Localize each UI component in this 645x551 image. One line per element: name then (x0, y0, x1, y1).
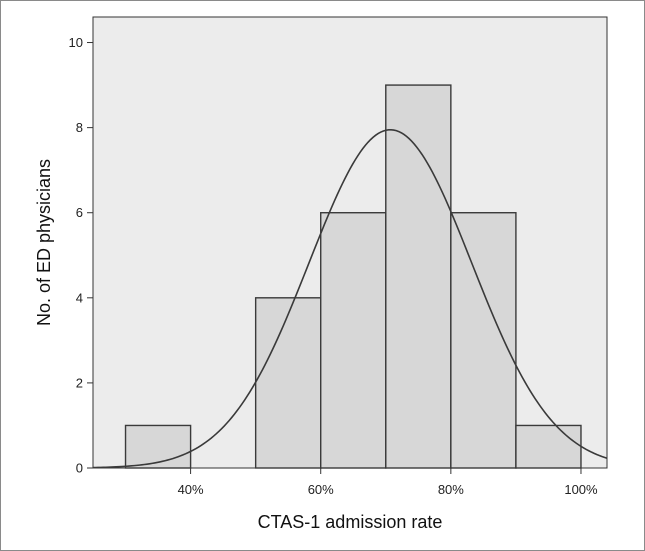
y-tick-label: 4 (76, 290, 83, 305)
x-axis-title: CTAS-1 admission rate (258, 512, 443, 532)
histogram-bar (124, 424, 192, 469)
y-axis-title: No. of ED physicians (34, 159, 54, 326)
histogram-bar (385, 84, 452, 469)
normal-curve (92, 128, 608, 469)
y-tick-label: 0 (76, 461, 83, 476)
y-tick-label: 8 (76, 120, 83, 135)
histogram-bar (450, 212, 517, 469)
x-tick-label: 100% (564, 482, 598, 497)
x-tick-label: 80% (438, 482, 464, 497)
y-tick-label: 2 (76, 375, 83, 390)
y-tick-label: 10 (69, 35, 83, 50)
histogram-bar (515, 424, 582, 469)
histogram-bar (254, 297, 322, 469)
y-tick-label: 6 (76, 205, 83, 220)
x-tick-label: 40% (178, 482, 204, 497)
x-tick-label: 60% (308, 482, 334, 497)
histogram-bar (320, 212, 387, 469)
axes-group (87, 42, 582, 474)
tick-labels-group: 0 2 4 6 8 10 40% 60% 80% 100% (69, 35, 599, 497)
